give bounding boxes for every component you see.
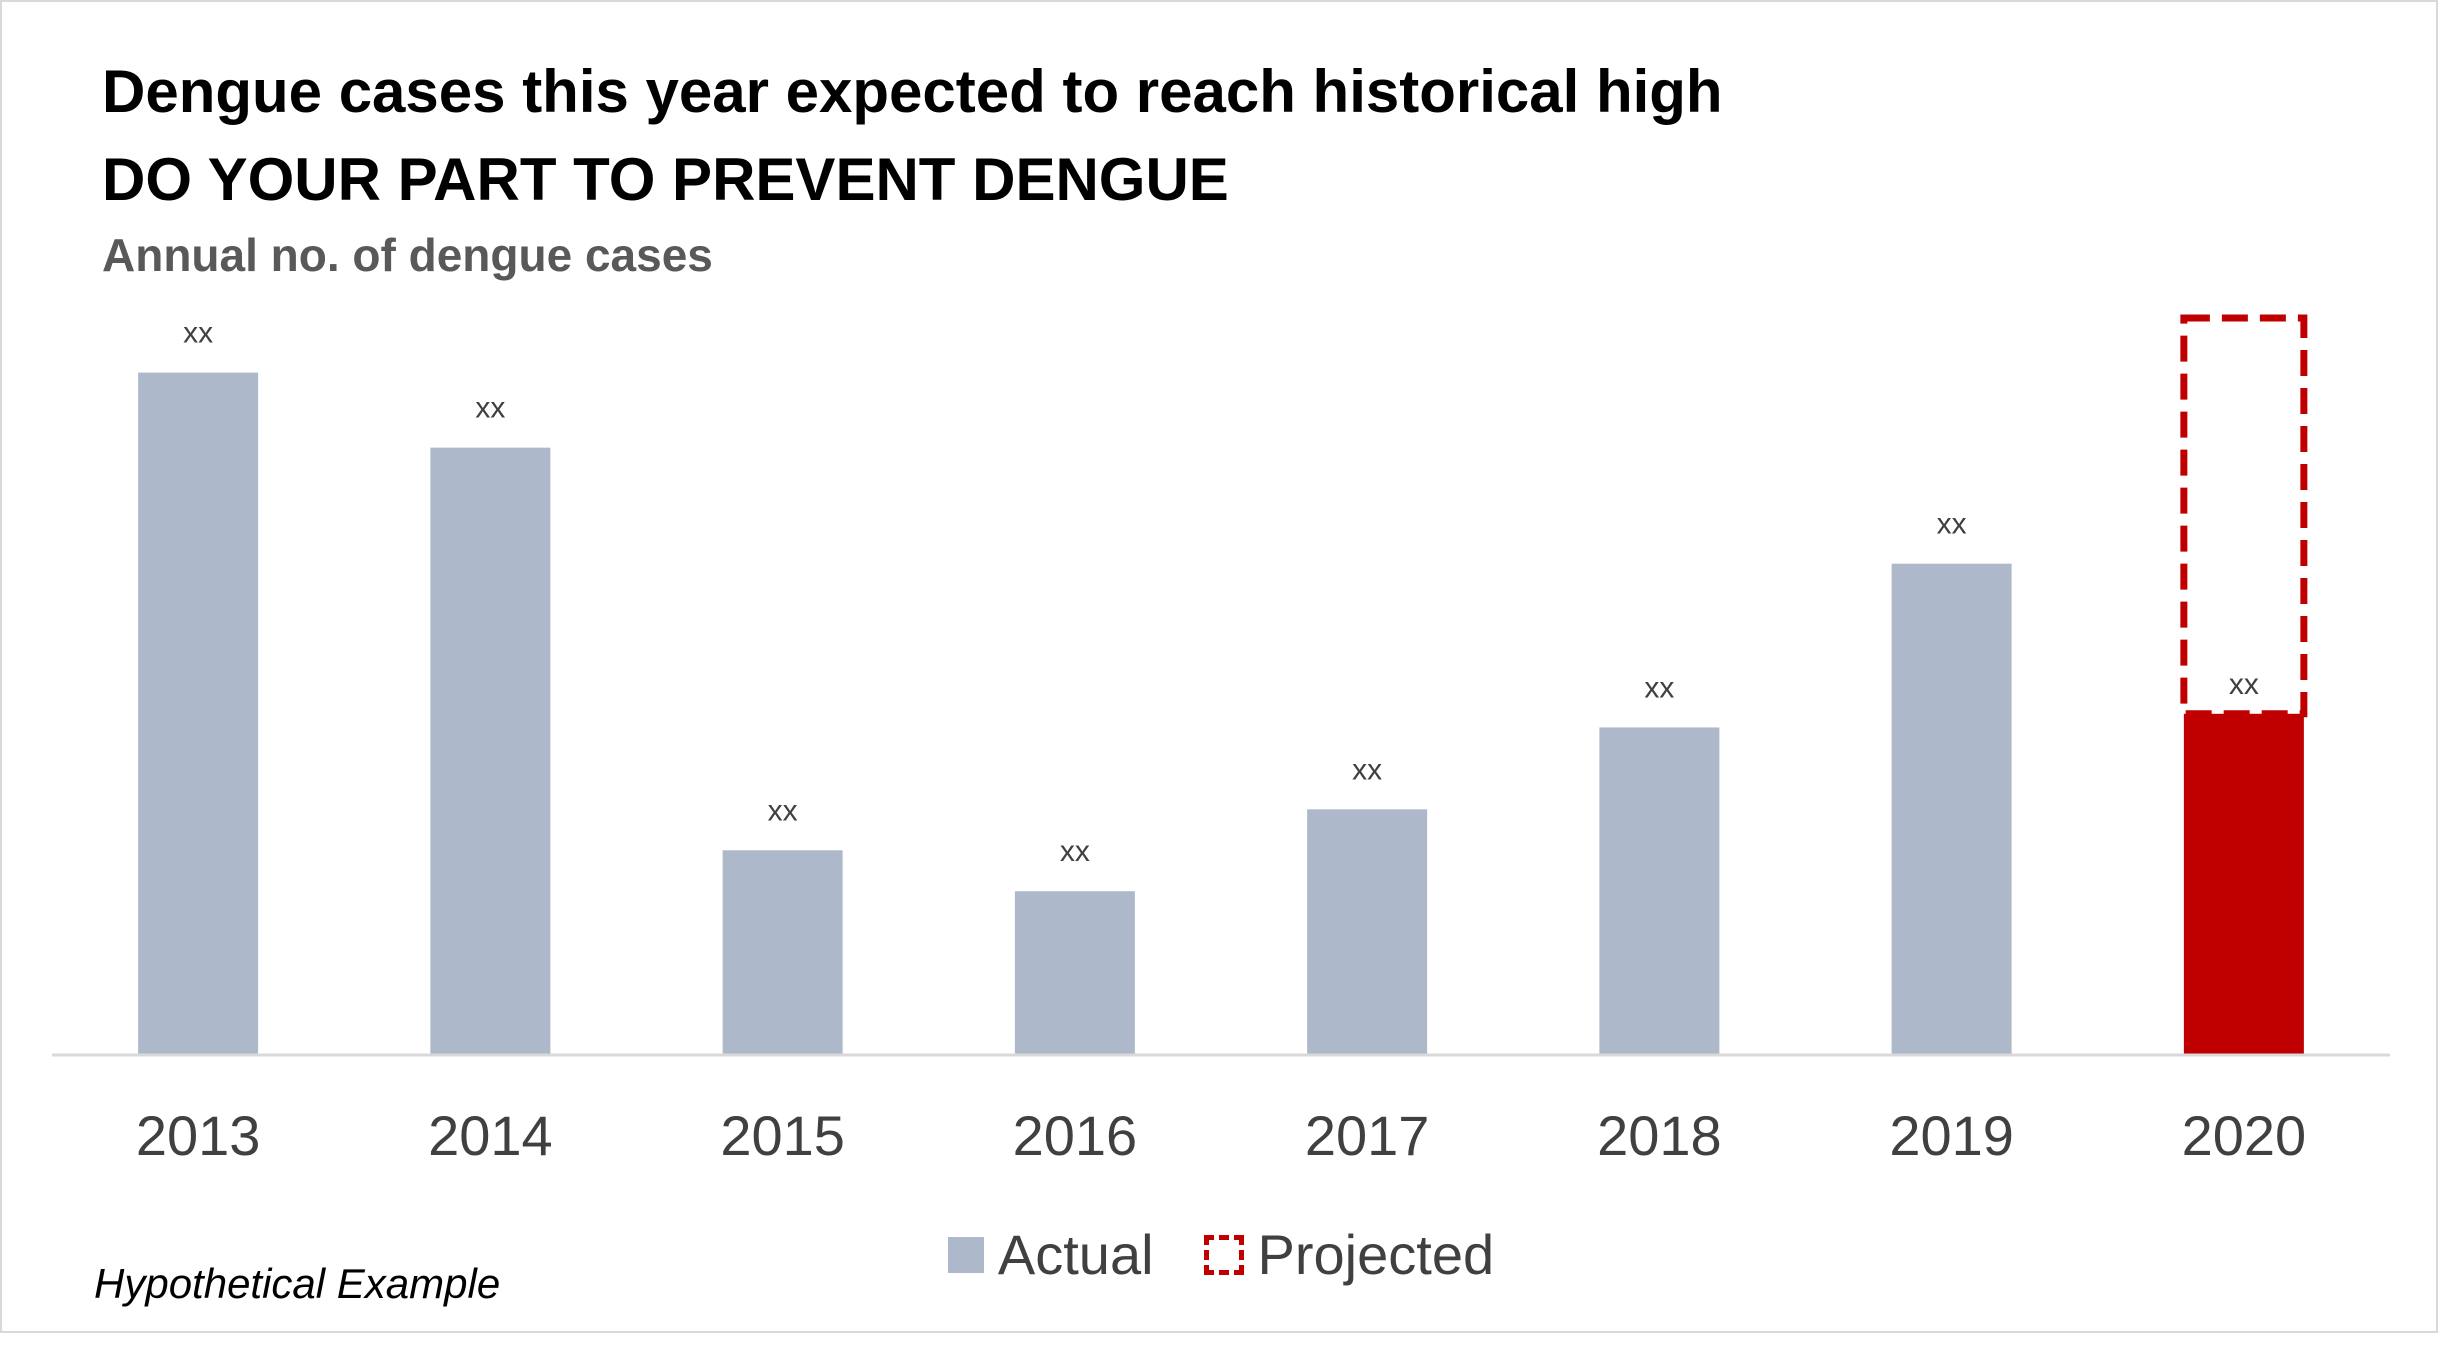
chart-title: Dengue cases this year expected to reach…	[102, 58, 1723, 125]
bar-projected-2020	[2180, 314, 2308, 718]
bar-actual-2018	[1599, 727, 1720, 1055]
bar-actual-2020	[2183, 713, 2304, 1055]
legend: Actual Projected	[0, 1222, 2442, 1287]
x-tick-label-2018: 2018	[1597, 1104, 1722, 1167]
bar-actual-2015	[722, 850, 843, 1055]
data-label-2013: xx	[183, 317, 213, 350]
bar-actual-2014	[430, 447, 551, 1055]
chart-subtitle: Annual no. of dengue cases	[102, 229, 713, 281]
data-label-2020: xx	[2229, 668, 2259, 701]
legend-swatch-projected	[1203, 1234, 1244, 1275]
data-label-2016: xx	[1060, 835, 1090, 868]
legend-item-actual: Actual	[947, 1222, 1154, 1287]
legend-swatch-actual	[947, 1236, 984, 1273]
x-tick-label-2017: 2017	[1305, 1104, 1430, 1167]
x-tick-label-2016: 2016	[1013, 1104, 1138, 1167]
chart-title-line-2: DO YOUR PART TO PREVENT DENGUE	[102, 146, 1229, 213]
bar-actual-2013	[138, 372, 259, 1055]
legend-item-projected: Projected	[1203, 1222, 1495, 1287]
data-label-2017: xx	[1352, 753, 1382, 786]
bar-actual-2017	[1307, 809, 1428, 1055]
data-label-2015: xx	[768, 794, 798, 827]
data-label-2014: xx	[475, 392, 505, 425]
bar-actual-2019	[1891, 563, 2012, 1055]
data-label-2018: xx	[1644, 671, 1674, 704]
x-tick-label-2015: 2015	[720, 1104, 845, 1167]
bar-actual-2016	[1014, 891, 1135, 1055]
x-tick-label-2019: 2019	[1889, 1104, 2014, 1167]
x-tick-label-2020: 2020	[2182, 1104, 2307, 1167]
legend-label-actual: Actual	[997, 1223, 1154, 1286]
footnote: Hypothetical Example	[94, 1260, 501, 1307]
x-tick-label-2013: 2013	[136, 1104, 261, 1167]
legend-label-projected: Projected	[1257, 1223, 1495, 1286]
x-tick-label-2014: 2014	[428, 1104, 553, 1167]
bar-chart: xx 2013 xx 2014 xx 2015 xx 2016 xx 2017 xx 2018 xx 20…	[52, 314, 2390, 1167]
data-label-2019: xx	[1937, 508, 1967, 541]
